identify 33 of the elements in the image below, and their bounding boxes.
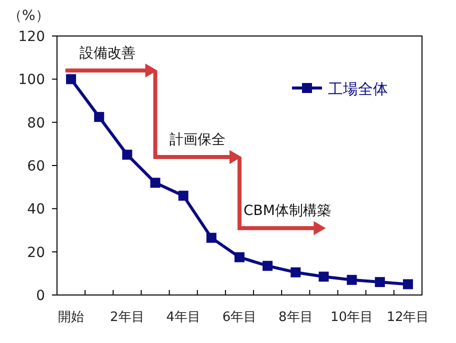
point [374, 277, 385, 288]
annotation: CBM体制構築 [244, 203, 331, 220]
y-tick-label: 120 [18, 29, 45, 45]
point [178, 190, 188, 201]
point [262, 260, 273, 271]
point [234, 252, 244, 262]
point [318, 272, 329, 282]
x-tick-label: 4年目 [166, 310, 200, 325]
y-tick-label: 80 [27, 115, 45, 132]
point [206, 232, 216, 243]
point [290, 267, 301, 278]
point [66, 74, 76, 84]
legend-label: 工場全体 [328, 80, 388, 98]
point [122, 150, 132, 160]
annotation: 設備改善 [79, 44, 136, 62]
legend: 工場全体 [292, 80, 388, 98]
annotation: 計画保全 [169, 132, 226, 148]
x-tick-label: 8年目 [278, 310, 313, 325]
x-tick-label: 12年目 [386, 310, 430, 325]
x-tick-label: 10年目 [330, 310, 374, 325]
y-tick-label: 60 [27, 158, 45, 174]
y-tick-label: 0 [36, 288, 45, 304]
point [94, 112, 104, 122]
point [346, 274, 357, 285]
x-tick-label: 6年目 [222, 310, 257, 325]
x-tick-label: 2年目 [110, 310, 144, 325]
y-axis-title: （%） [8, 8, 50, 24]
y-tick-label: 40 [27, 202, 45, 218]
x-tick-label: 開始 [58, 310, 84, 325]
point [402, 279, 413, 290]
point [150, 178, 160, 188]
y-tick-label: 20 [27, 244, 45, 261]
y-tick-label: 100 [18, 72, 45, 88]
